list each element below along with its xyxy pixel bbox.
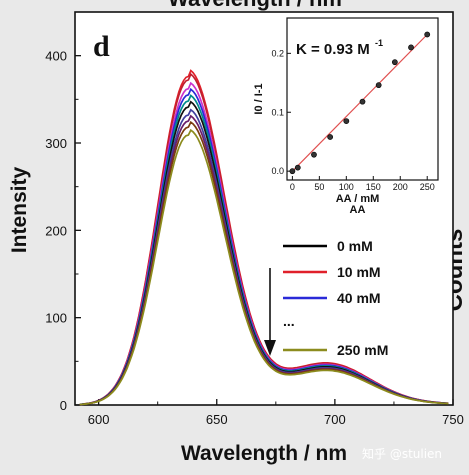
inset-point-2	[311, 151, 317, 158]
inset-y-tick-label: 0.0	[271, 166, 284, 176]
x-tick-label: 600	[88, 412, 110, 427]
inset-x-tick-label: 100	[339, 182, 354, 192]
legend-label-2: 40 mM	[337, 290, 381, 306]
y-tick-label: 400	[45, 49, 67, 64]
y-tick-label: 0	[60, 398, 67, 413]
legend-ellipsis: ...	[283, 313, 295, 329]
legend-label-0: 0 mM	[337, 238, 373, 254]
x-tick-label: 650	[206, 412, 228, 427]
x-tick-label: 750	[442, 412, 464, 427]
spectrum-line-9	[79, 128, 449, 406]
inset-x-tick-label: 0	[290, 182, 295, 192]
legend-label-4: 250 mM	[337, 342, 388, 358]
inset-point-3	[327, 134, 334, 140]
legend: 0 mM 10 mM 40 mM... 250 mM	[283, 238, 388, 358]
inset-point-6	[375, 82, 382, 89]
inset-point-1	[294, 164, 301, 171]
inset-k-superscript: -1	[375, 38, 383, 48]
inset-point-9	[424, 31, 431, 38]
inset-y-tick-label: 0.1	[271, 107, 284, 117]
inset-k-annotation: K = 0.93 M	[296, 41, 370, 58]
inset-fit-line	[291, 34, 428, 172]
x-axis-title: Wavelength / nm	[181, 442, 347, 465]
legend-label-1: 10 mM	[337, 264, 381, 280]
y-tick-label: 200	[45, 223, 67, 238]
inset-x-tick-label: 150	[366, 182, 381, 192]
y-tick-label: 300	[45, 136, 67, 151]
inset-point-7	[391, 59, 398, 66]
inset-x-tick-label: 50	[314, 182, 324, 192]
decrease-arrow	[264, 268, 276, 356]
inset-point-4	[343, 118, 350, 124]
inset-point-0	[289, 168, 296, 175]
inset-y-tick-label: 0.2	[271, 48, 284, 58]
inset-x-tick-label: 200	[393, 182, 408, 192]
main-axes: 600 650 700 750 0 100 200 300 400	[45, 49, 464, 427]
inset-chart: 0 50 100 150 200 250 0.0 0.1 0.2 K = 0.93 M -1 AA /…	[253, 17, 439, 216]
inset-x-axis-title: AA / mM	[336, 193, 380, 205]
inset-y-axis-title: I0 / I-1	[253, 83, 265, 114]
inset-x-axis-title-dup: AA	[350, 204, 366, 216]
spectra-curves	[79, 69, 449, 406]
inset-x-tick-label: 250	[420, 182, 435, 192]
top-title-cutoff: Wavelength / nm	[168, 0, 342, 11]
inset-point-5	[359, 98, 366, 105]
x-tick-label: 700	[324, 412, 346, 427]
panel-letter: d	[93, 30, 110, 63]
y-axis-title: Intensity	[8, 167, 31, 254]
watermark: 知乎 @stulien	[362, 447, 442, 461]
inset-point-8	[408, 44, 414, 51]
y-tick-label: 100	[45, 311, 67, 326]
